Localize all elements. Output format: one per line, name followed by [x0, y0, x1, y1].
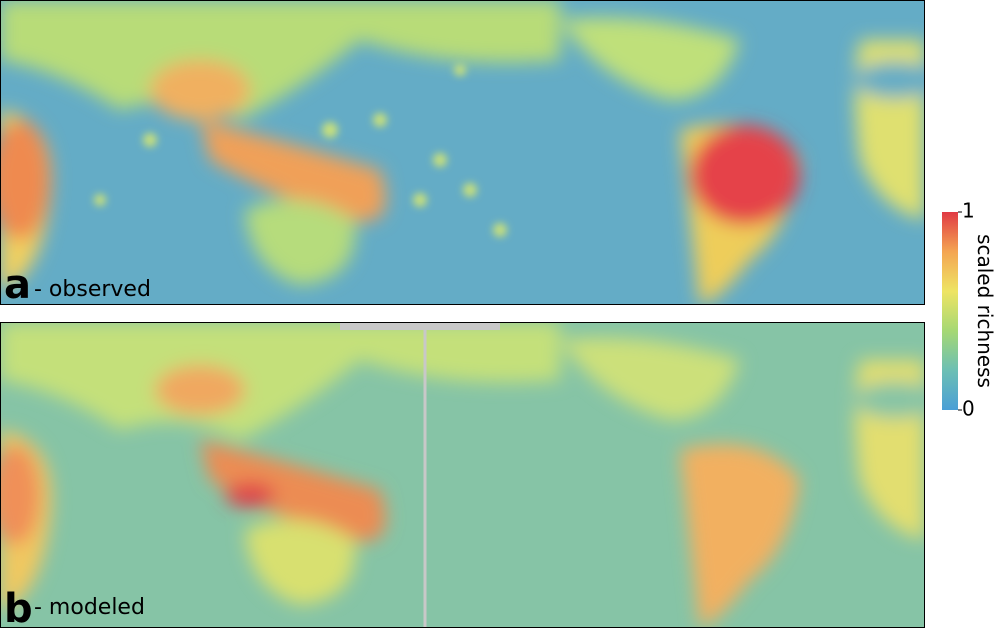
colorbar-tick-label: 0 [962, 397, 975, 421]
colorbar-tick-label: 1 [962, 199, 975, 223]
panel-label: - observed [34, 277, 151, 302]
panel-letter: a [4, 262, 31, 308]
map-panel-a: a - observed [0, 0, 925, 308]
panel-letter: b [4, 586, 33, 632]
colorbar [942, 212, 958, 410]
panel-frame [0, 322, 925, 628]
colorbar-label: scaled richness [973, 234, 997, 388]
map-panel-b: b - modeled [0, 322, 925, 632]
panel-label: - modeled [34, 595, 145, 620]
panel-frame [0, 0, 925, 305]
